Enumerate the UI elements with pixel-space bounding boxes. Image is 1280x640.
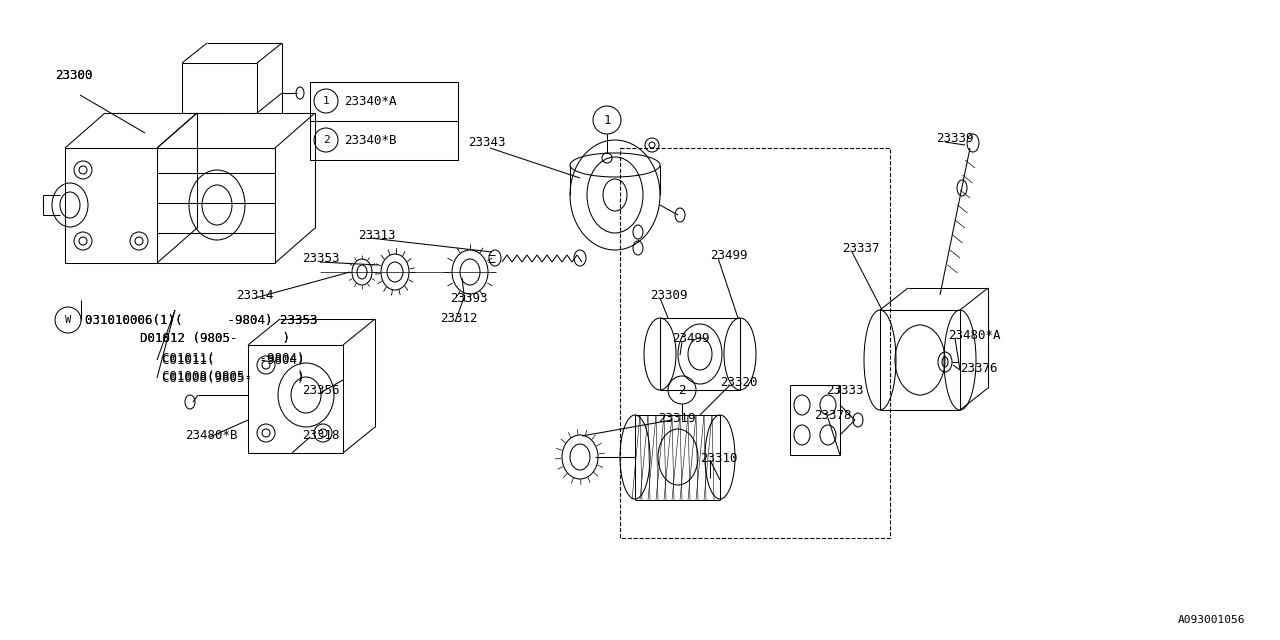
Text: D01012 (9805-      ): D01012 (9805- ): [140, 332, 291, 344]
Text: 2: 2: [678, 383, 686, 397]
Text: 23378: 23378: [814, 408, 851, 422]
Text: 23480*B: 23480*B: [186, 429, 238, 442]
Text: D01012 (9805-      ): D01012 (9805- ): [140, 332, 291, 344]
Text: 23313: 23313: [358, 228, 396, 241]
Text: 23353: 23353: [302, 252, 339, 264]
Text: 23333: 23333: [826, 383, 864, 397]
Text: 23340*A: 23340*A: [344, 95, 397, 108]
Text: 23320: 23320: [721, 376, 758, 388]
Text: 23356: 23356: [302, 383, 339, 397]
Text: C01011(      -9804): C01011( -9804): [163, 353, 305, 367]
Text: 23376: 23376: [960, 362, 997, 374]
Text: 23340*B: 23340*B: [344, 134, 397, 147]
Text: 23480*A: 23480*A: [948, 328, 1001, 342]
Text: C01008(9805-      ): C01008(9805- ): [163, 369, 305, 383]
Text: 23499: 23499: [672, 332, 709, 344]
Text: A093001056: A093001056: [1178, 615, 1245, 625]
Text: 23343: 23343: [468, 136, 506, 148]
Text: W: W: [65, 315, 72, 325]
Text: 2: 2: [323, 135, 329, 145]
Text: 23314: 23314: [236, 289, 274, 301]
Text: C01011(      -9804): C01011( -9804): [163, 351, 305, 365]
Bar: [310, 82, 458, 160]
Text: 23312: 23312: [440, 312, 477, 324]
Text: 23499: 23499: [710, 248, 748, 262]
Text: 23319: 23319: [658, 412, 695, 424]
Text: 23300: 23300: [55, 68, 92, 81]
Text: C01008(9805-      ): C01008(9805- ): [163, 371, 305, 385]
Text: 031010006(1)(      -9804) 23353: 031010006(1)( -9804) 23353: [84, 314, 317, 326]
Text: 23339: 23339: [936, 131, 974, 145]
Text: 1: 1: [603, 113, 611, 127]
Text: 23309: 23309: [650, 289, 687, 301]
Text: 23310: 23310: [700, 451, 737, 465]
Text: 23393: 23393: [451, 291, 488, 305]
Bar: [620, 148, 890, 538]
Text: 031010006(1)(      -9804) 23353: 031010006(1)( -9804) 23353: [84, 314, 317, 326]
Text: 23337: 23337: [842, 241, 879, 255]
Text: 23318: 23318: [302, 429, 339, 442]
Text: 23300: 23300: [55, 68, 92, 81]
Text: 1: 1: [323, 96, 329, 106]
